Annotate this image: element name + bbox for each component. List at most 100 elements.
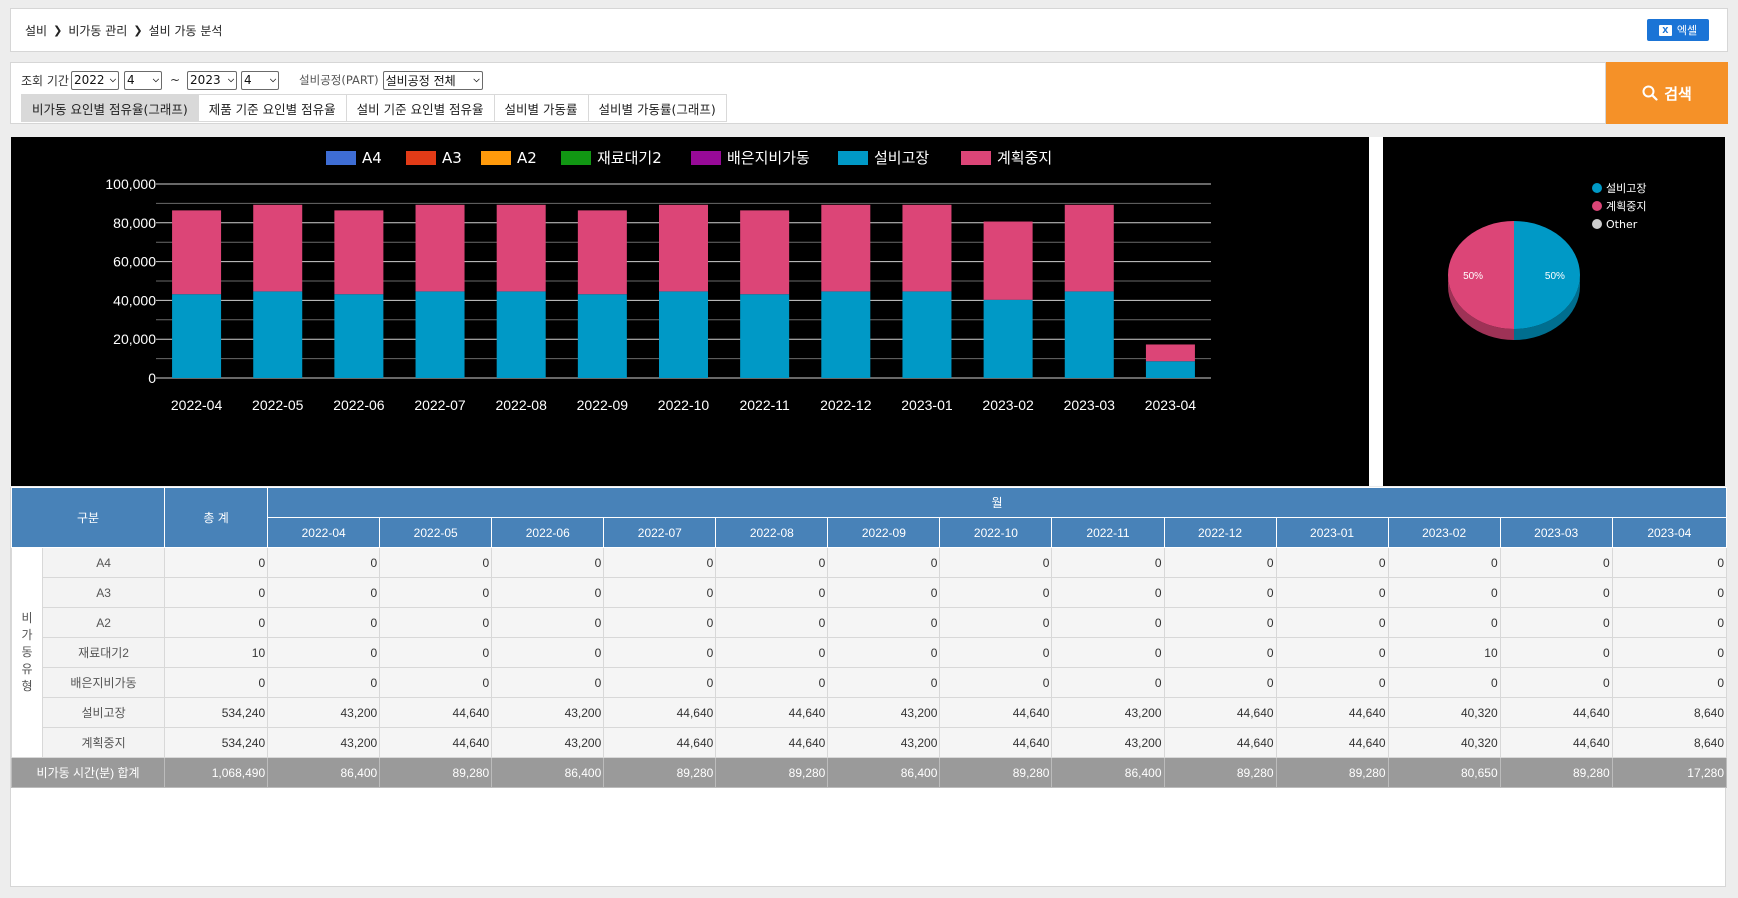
bar-segment — [983, 299, 1033, 378]
table-cell: 0 — [603, 547, 717, 578]
table-cell: 43,200 — [1051, 697, 1165, 728]
y-tick-label: 0 — [148, 370, 156, 386]
bar-segment — [902, 204, 952, 292]
tab-equipment-utilization-graph[interactable]: 설비별 가동률(그래프) — [587, 94, 727, 122]
breadcrumb-item-analysis: 설비 가동 분석 — [148, 24, 223, 38]
table-cell: 43,200 — [1051, 727, 1165, 758]
tab-equipment-utilization[interactable]: 설비별 가동률 — [493, 94, 589, 122]
table-cell: 43,200 — [267, 727, 381, 758]
sum-cell: 86,400 — [827, 757, 941, 788]
table-cell: 44,640 — [1163, 727, 1277, 758]
table-cell: 0 — [1499, 577, 1613, 608]
legend-swatch — [481, 151, 511, 165]
breadcrumb-item-downtime[interactable]: 비가동 관리 — [68, 24, 128, 38]
pie-legend-marker — [1592, 183, 1602, 193]
breadcrumb-item-equipment[interactable]: 설비 — [25, 24, 48, 38]
pie-slice-side — [1448, 275, 1514, 340]
header-month-cell: 2022-09 — [827, 517, 941, 548]
table-cell: 0 — [827, 547, 941, 578]
sum-cell: 89,280 — [1275, 757, 1389, 788]
table-cell: 44,640 — [1499, 697, 1613, 728]
legend-label[interactable]: 배은지비가동 — [727, 149, 810, 167]
to-year-select[interactable]: 2023 ⌵ — [187, 70, 238, 90]
bar-segment — [577, 210, 627, 295]
pie-slice — [1514, 221, 1580, 329]
from-month-select[interactable]: 4 ⌵ — [123, 70, 162, 90]
sum-label: 비가동 시간(분) 합계 — [10, 757, 166, 788]
table-cell: 0 — [1051, 607, 1165, 638]
legend-label[interactable]: 재료대기2 — [597, 149, 662, 167]
excel-export-button[interactable]: X 엑셀 — [1647, 19, 1709, 41]
table-cell: 0 — [1611, 547, 1728, 578]
table-cell: 0 — [1275, 667, 1389, 698]
bar-segment — [983, 221, 1033, 300]
tab-downtime-share-graph[interactable]: 비가동 요인별 점유율(그래프) — [21, 94, 199, 122]
table-cell: 0 — [1499, 547, 1613, 578]
from-month-value: 4 — [126, 73, 135, 87]
table-cell: 0 — [267, 577, 381, 608]
table-cell: 0 — [715, 577, 829, 608]
table-cell: 0 — [267, 607, 381, 638]
table-cell: 0 — [1163, 547, 1277, 578]
table-cell: 0 — [379, 577, 493, 608]
legend-label[interactable]: A4 — [362, 149, 382, 167]
row-total: 534,240 — [164, 697, 269, 728]
sum-cell: 80,650 — [1387, 757, 1501, 788]
part-select[interactable]: 설비공정 전체 ⌵ — [382, 70, 483, 90]
table-cell: 44,640 — [1163, 697, 1277, 728]
bar-segment — [821, 204, 871, 292]
chevron-right-icon: ❯ — [53, 24, 63, 37]
legend-label[interactable]: A2 — [517, 149, 537, 167]
table-cell: 0 — [827, 637, 941, 668]
row-total: 0 — [164, 577, 269, 608]
row-label: 재료대기2 — [42, 637, 166, 668]
bar-chart-panel: 0 20,000 40,000 60,000 80,000 100,000 2022-04 2… — [11, 137, 1369, 486]
pie-chart-panel: 50% 50% 설비고장 계획중지 Other — [1383, 137, 1725, 486]
tab-equipment-share[interactable]: 설비 기준 요인별 점유율 — [345, 94, 495, 122]
from-year-select[interactable]: 2022 ⌵ — [70, 70, 119, 90]
chevron-down-icon: ⌵ — [227, 75, 235, 84]
table-row: 재료대기2 10 0 0 0 0 0 0 0 0 0 0 10 0 0 — [12, 637, 1728, 668]
table-cell: 44,640 — [715, 727, 829, 758]
table-cell: 43,200 — [491, 697, 605, 728]
table-cell: 0 — [1611, 667, 1728, 698]
x-tick-label: 2022-04 — [171, 397, 223, 413]
row-total: 0 — [164, 547, 269, 578]
pie-legend-label[interactable]: 계획중지 — [1606, 200, 1646, 213]
header-month-cell: 2022-07 — [603, 517, 717, 548]
pie-legend-marker — [1592, 219, 1602, 229]
row-total: 0 — [164, 667, 269, 698]
search-button[interactable]: 검색 — [1606, 62, 1728, 124]
table-cell: 8,640 — [1611, 697, 1728, 728]
table-cell: 0 — [1611, 577, 1728, 608]
legend-label[interactable]: A3 — [442, 149, 462, 167]
table-cell: 44,640 — [379, 697, 493, 728]
sum-cell: 89,280 — [715, 757, 829, 788]
table-cell: 40,320 — [1387, 727, 1501, 758]
bar-segment — [1064, 204, 1114, 292]
table-cell: 0 — [1163, 607, 1277, 638]
table-cell: 0 — [1275, 577, 1389, 608]
legend-swatch — [838, 151, 868, 165]
x-tick-label: 2022-11 — [739, 397, 790, 413]
sum-cell: 17,280 — [1611, 757, 1728, 788]
table-cell: 0 — [267, 667, 381, 698]
legend-label[interactable]: 계획중지 — [997, 149, 1052, 167]
table-cell: 0 — [1275, 607, 1389, 638]
table-area: 구분 총 계 월 2022-04 2022-05 2022-06 2022-07 2022-0… — [10, 487, 1728, 887]
bar-segment — [902, 291, 952, 378]
table-cell: 44,640 — [603, 697, 717, 728]
pie-legend-label[interactable]: 설비고장 — [1606, 182, 1646, 195]
sum-cell: 89,280 — [1163, 757, 1277, 788]
bar-segment — [740, 210, 790, 295]
x-tick-label: 2022-08 — [495, 397, 547, 413]
range-tilde: ~ — [169, 73, 181, 87]
row-total: 0 — [164, 607, 269, 638]
legend-label[interactable]: 설비고장 — [874, 149, 929, 167]
to-month-select[interactable]: 4 ⌵ — [241, 70, 280, 90]
chevron-down-icon: ⌵ — [269, 75, 277, 84]
table-cell: 0 — [1051, 667, 1165, 698]
tab-product-share[interactable]: 제품 기준 요인별 점유율 — [197, 94, 347, 122]
table-row: 설비고장 534,240 43,200 44,640 43,200 44,640 44,64… — [12, 697, 1728, 728]
pie-legend-label[interactable]: Other — [1606, 218, 1638, 231]
